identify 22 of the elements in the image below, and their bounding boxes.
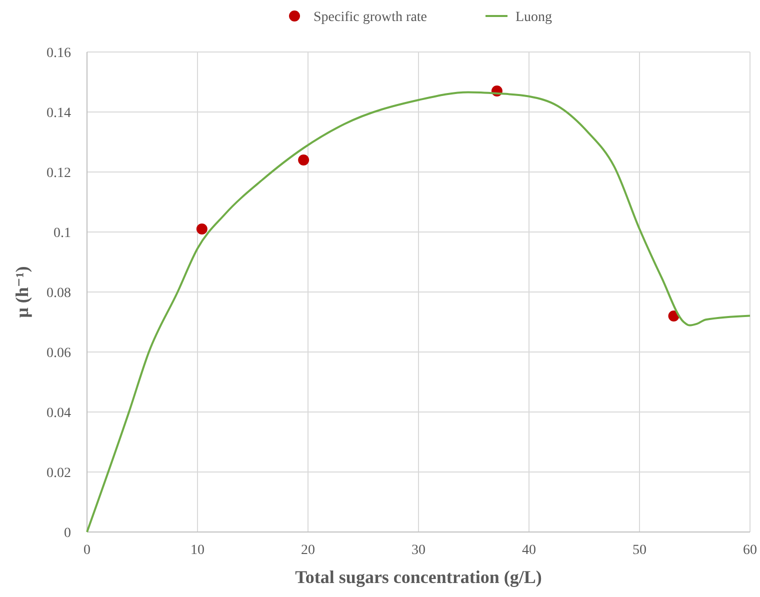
- point: [298, 154, 310, 166]
- legend-label: Specific growth rate: [314, 10, 428, 25]
- y-tick-label: 0: [64, 526, 71, 541]
- y-axis-title: μ (h⁻¹): [12, 266, 32, 318]
- y-tick-label: 0.14: [46, 106, 71, 121]
- x-axis-title: Total sugars concentration (g/L): [295, 567, 542, 587]
- x-tick-label: 30: [412, 543, 426, 558]
- y-tick-label: 0.06: [46, 346, 71, 361]
- point: [196, 224, 208, 234]
- y-tick-label: 0.08: [46, 286, 71, 301]
- legend-label: Luong: [516, 10, 552, 25]
- y-tick-label: 0.02: [46, 466, 71, 481]
- x-tick-label: 0: [84, 543, 90, 558]
- x-tick-label: 20: [301, 543, 315, 558]
- x-tick-label: 10: [190, 543, 204, 558]
- y-tick-label: 0.1: [54, 226, 71, 241]
- x-tick-label: 40: [522, 543, 536, 558]
- y-tick-label: 0.12: [46, 166, 71, 181]
- x-tick-label: 60: [743, 543, 757, 558]
- x-tick-label: 50: [632, 543, 646, 558]
- y-tick-label: 0.04: [46, 406, 71, 421]
- y-tick-label: 0.16: [46, 46, 71, 61]
